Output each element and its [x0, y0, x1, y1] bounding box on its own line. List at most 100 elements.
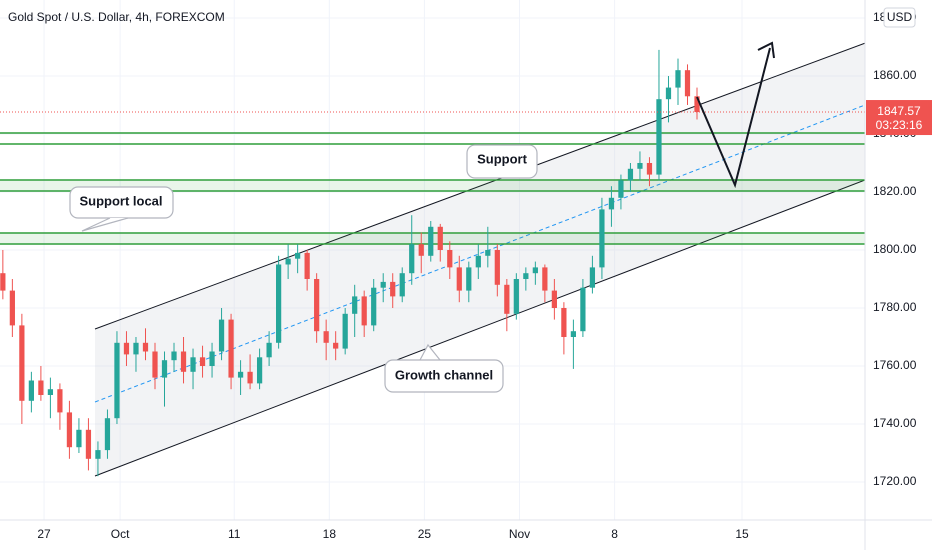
candle-body: [542, 267, 548, 291]
forecast-path: [696, 47, 771, 189]
candle-body: [352, 296, 358, 314]
candle-body: [28, 380, 34, 401]
candle-body: [38, 380, 44, 396]
candle-body: [190, 357, 196, 372]
candle-body: [47, 389, 54, 396]
channel-midline: [94, 104, 866, 403]
time-axis-bg: [0, 520, 932, 550]
candle-body: [152, 351, 158, 378]
forecast-arrowhead: [757, 41, 775, 59]
y-tick-label: 1720.00: [873, 474, 917, 488]
candle-body: [9, 290, 15, 326]
candle-body: [637, 162, 643, 169]
candle-body: [76, 429, 82, 448]
candle-body: [142, 342, 149, 352]
candle-body: [504, 284, 510, 314]
x-tick-label: 11: [228, 527, 241, 541]
candle-body: [333, 342, 339, 349]
candle-body: [523, 273, 529, 279]
candle-body: [380, 281, 386, 288]
candle-body: [361, 296, 367, 326]
candle-body: [494, 249, 500, 285]
y-tick-label: 1820.00: [873, 184, 917, 198]
x-tick-label: 25: [418, 527, 432, 541]
candle-body: [418, 244, 424, 256]
annotation-box: [466, 144, 538, 179]
x-tick-label: Oct: [111, 527, 130, 541]
candle-body: [218, 319, 225, 352]
candle-body: [266, 342, 272, 358]
annotation-pointer: [81, 217, 129, 232]
candle-body: [390, 281, 396, 297]
x-tick-label: Nov: [509, 527, 530, 541]
candle-body: [684, 70, 691, 97]
candle-body: [95, 450, 101, 459]
candle-body: [646, 162, 653, 175]
y-tick-label: 1800.00: [873, 242, 917, 256]
candle-body: [133, 342, 139, 355]
candle-body: [589, 267, 596, 288]
candle-body: [256, 357, 263, 384]
candle-body: [57, 389, 63, 413]
candle-body: [627, 168, 634, 181]
candle-body: [437, 226, 443, 250]
candle-body: [656, 99, 662, 175]
x-tick-label: 27: [37, 527, 51, 541]
candle-body: [475, 255, 481, 268]
candle-body: [399, 273, 405, 297]
candle-body: [580, 287, 586, 332]
candle-body: [428, 226, 434, 256]
price-axis-bg: [865, 0, 932, 550]
price-tag-label: 1847.57: [877, 104, 921, 118]
candle-body: [456, 267, 462, 291]
candle-body: [675, 70, 681, 88]
candle-body: [171, 351, 177, 361]
candle-body: [304, 252, 310, 279]
candle-body: [447, 249, 453, 268]
candle-body: [665, 87, 672, 100]
countdown: 03:23:16: [876, 118, 923, 132]
annotation: Support local: [79, 193, 162, 208]
candle-body: [66, 412, 73, 448]
candle-body: [180, 351, 187, 372]
candle-body: [114, 342, 120, 419]
candle-body: [314, 278, 320, 332]
candle-body: [209, 351, 215, 367]
price-tag: [866, 100, 932, 136]
annotation: Growth channel: [395, 367, 493, 382]
channel-lower: [94, 179, 866, 477]
candle-body: [285, 258, 291, 265]
channel-fill: [95, 35, 887, 476]
candle-body: [123, 342, 130, 355]
candle-body: [85, 429, 92, 459]
candle-body: [608, 197, 615, 210]
x-tick-label: 8: [611, 527, 618, 541]
candle-body: [228, 319, 234, 378]
candle-body: [466, 267, 472, 291]
candle-body: [694, 96, 700, 113]
candle-body: [19, 325, 25, 401]
candle-body: [409, 244, 415, 274]
candle-body: [237, 371, 244, 378]
y-tick-label: 1760.00: [873, 358, 917, 372]
candle-body: [618, 180, 624, 198]
currency-badge[interactable]: [883, 7, 916, 28]
candle-body: [199, 357, 206, 367]
channel-upper: [94, 34, 888, 330]
y-tick-label: 1740.00: [873, 416, 917, 430]
candle-body: [532, 267, 538, 274]
annotation-pointer: [419, 343, 441, 361]
annotation-box: [384, 359, 504, 393]
chart-title: Gold Spot / U.S. Dollar, 4h, FOREXCOM: [8, 10, 225, 24]
candle-body: [0, 273, 6, 291]
support-zone: [0, 180, 865, 191]
candle-body: [513, 278, 519, 314]
candle-body: [342, 313, 348, 349]
candle-body: [161, 360, 168, 378]
candle-body: [485, 249, 491, 256]
candle-body: [295, 252, 301, 259]
candle-body: [561, 307, 567, 337]
candle-body: [323, 331, 329, 343]
candle-body: [275, 264, 282, 343]
